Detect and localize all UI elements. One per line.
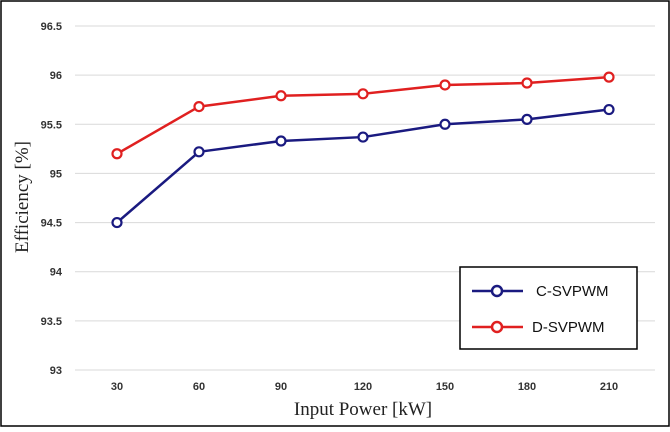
legend-label-d-svpwm: D-SVPWM	[532, 319, 605, 336]
x-tick-label: 150	[436, 381, 454, 393]
data-point	[439, 118, 451, 130]
y-tick-label: 93	[50, 365, 62, 377]
legend: C-SVPWM D-SVPWM	[459, 266, 638, 350]
y-tick-label: 95	[50, 168, 62, 180]
data-point	[521, 113, 533, 125]
y-axis-title: Efficiency [%]	[12, 141, 33, 253]
y-axis-tick-labels: 93 93.5 94 94.5 95 95.5 96 96.5	[41, 21, 63, 377]
data-point	[357, 131, 369, 143]
y-tick-label: 93.5	[41, 316, 62, 328]
series-d-svpwm	[111, 71, 615, 160]
x-tick-label: 90	[275, 381, 287, 393]
data-point	[111, 148, 123, 160]
y-tick-label: 95.5	[41, 119, 62, 131]
data-point	[111, 216, 123, 229]
data-point	[521, 77, 533, 89]
legend-marker-c-svpwm	[490, 284, 504, 298]
data-point	[275, 90, 287, 102]
data-point	[603, 71, 615, 83]
y-tick-label: 96.5	[41, 21, 62, 33]
data-point	[275, 135, 287, 147]
data-point	[357, 88, 369, 100]
series-c-svpwm	[111, 103, 615, 229]
legend-box	[459, 266, 638, 350]
data-point	[439, 79, 451, 91]
x-tick-label: 120	[354, 381, 372, 393]
legend-marker-d-svpwm	[490, 320, 504, 334]
x-tick-label: 60	[193, 381, 205, 393]
x-axis-tick-labels: 30 60 90 120 150 180 210	[111, 381, 618, 393]
legend-label-c-svpwm: C-SVPWM	[536, 283, 609, 300]
grid-lines	[75, 25, 655, 371]
data-point	[193, 146, 205, 158]
x-tick-label: 210	[600, 381, 618, 393]
data-point	[603, 103, 615, 116]
x-axis-title: Input Power [kW]	[294, 399, 432, 420]
y-tick-label: 94	[50, 267, 63, 279]
data-point	[193, 100, 205, 113]
x-tick-label: 30	[111, 381, 123, 393]
y-tick-label: 94.5	[41, 218, 62, 230]
x-tick-label: 180	[518, 381, 536, 393]
series-lines	[111, 71, 615, 229]
y-tick-label: 96	[50, 70, 62, 82]
